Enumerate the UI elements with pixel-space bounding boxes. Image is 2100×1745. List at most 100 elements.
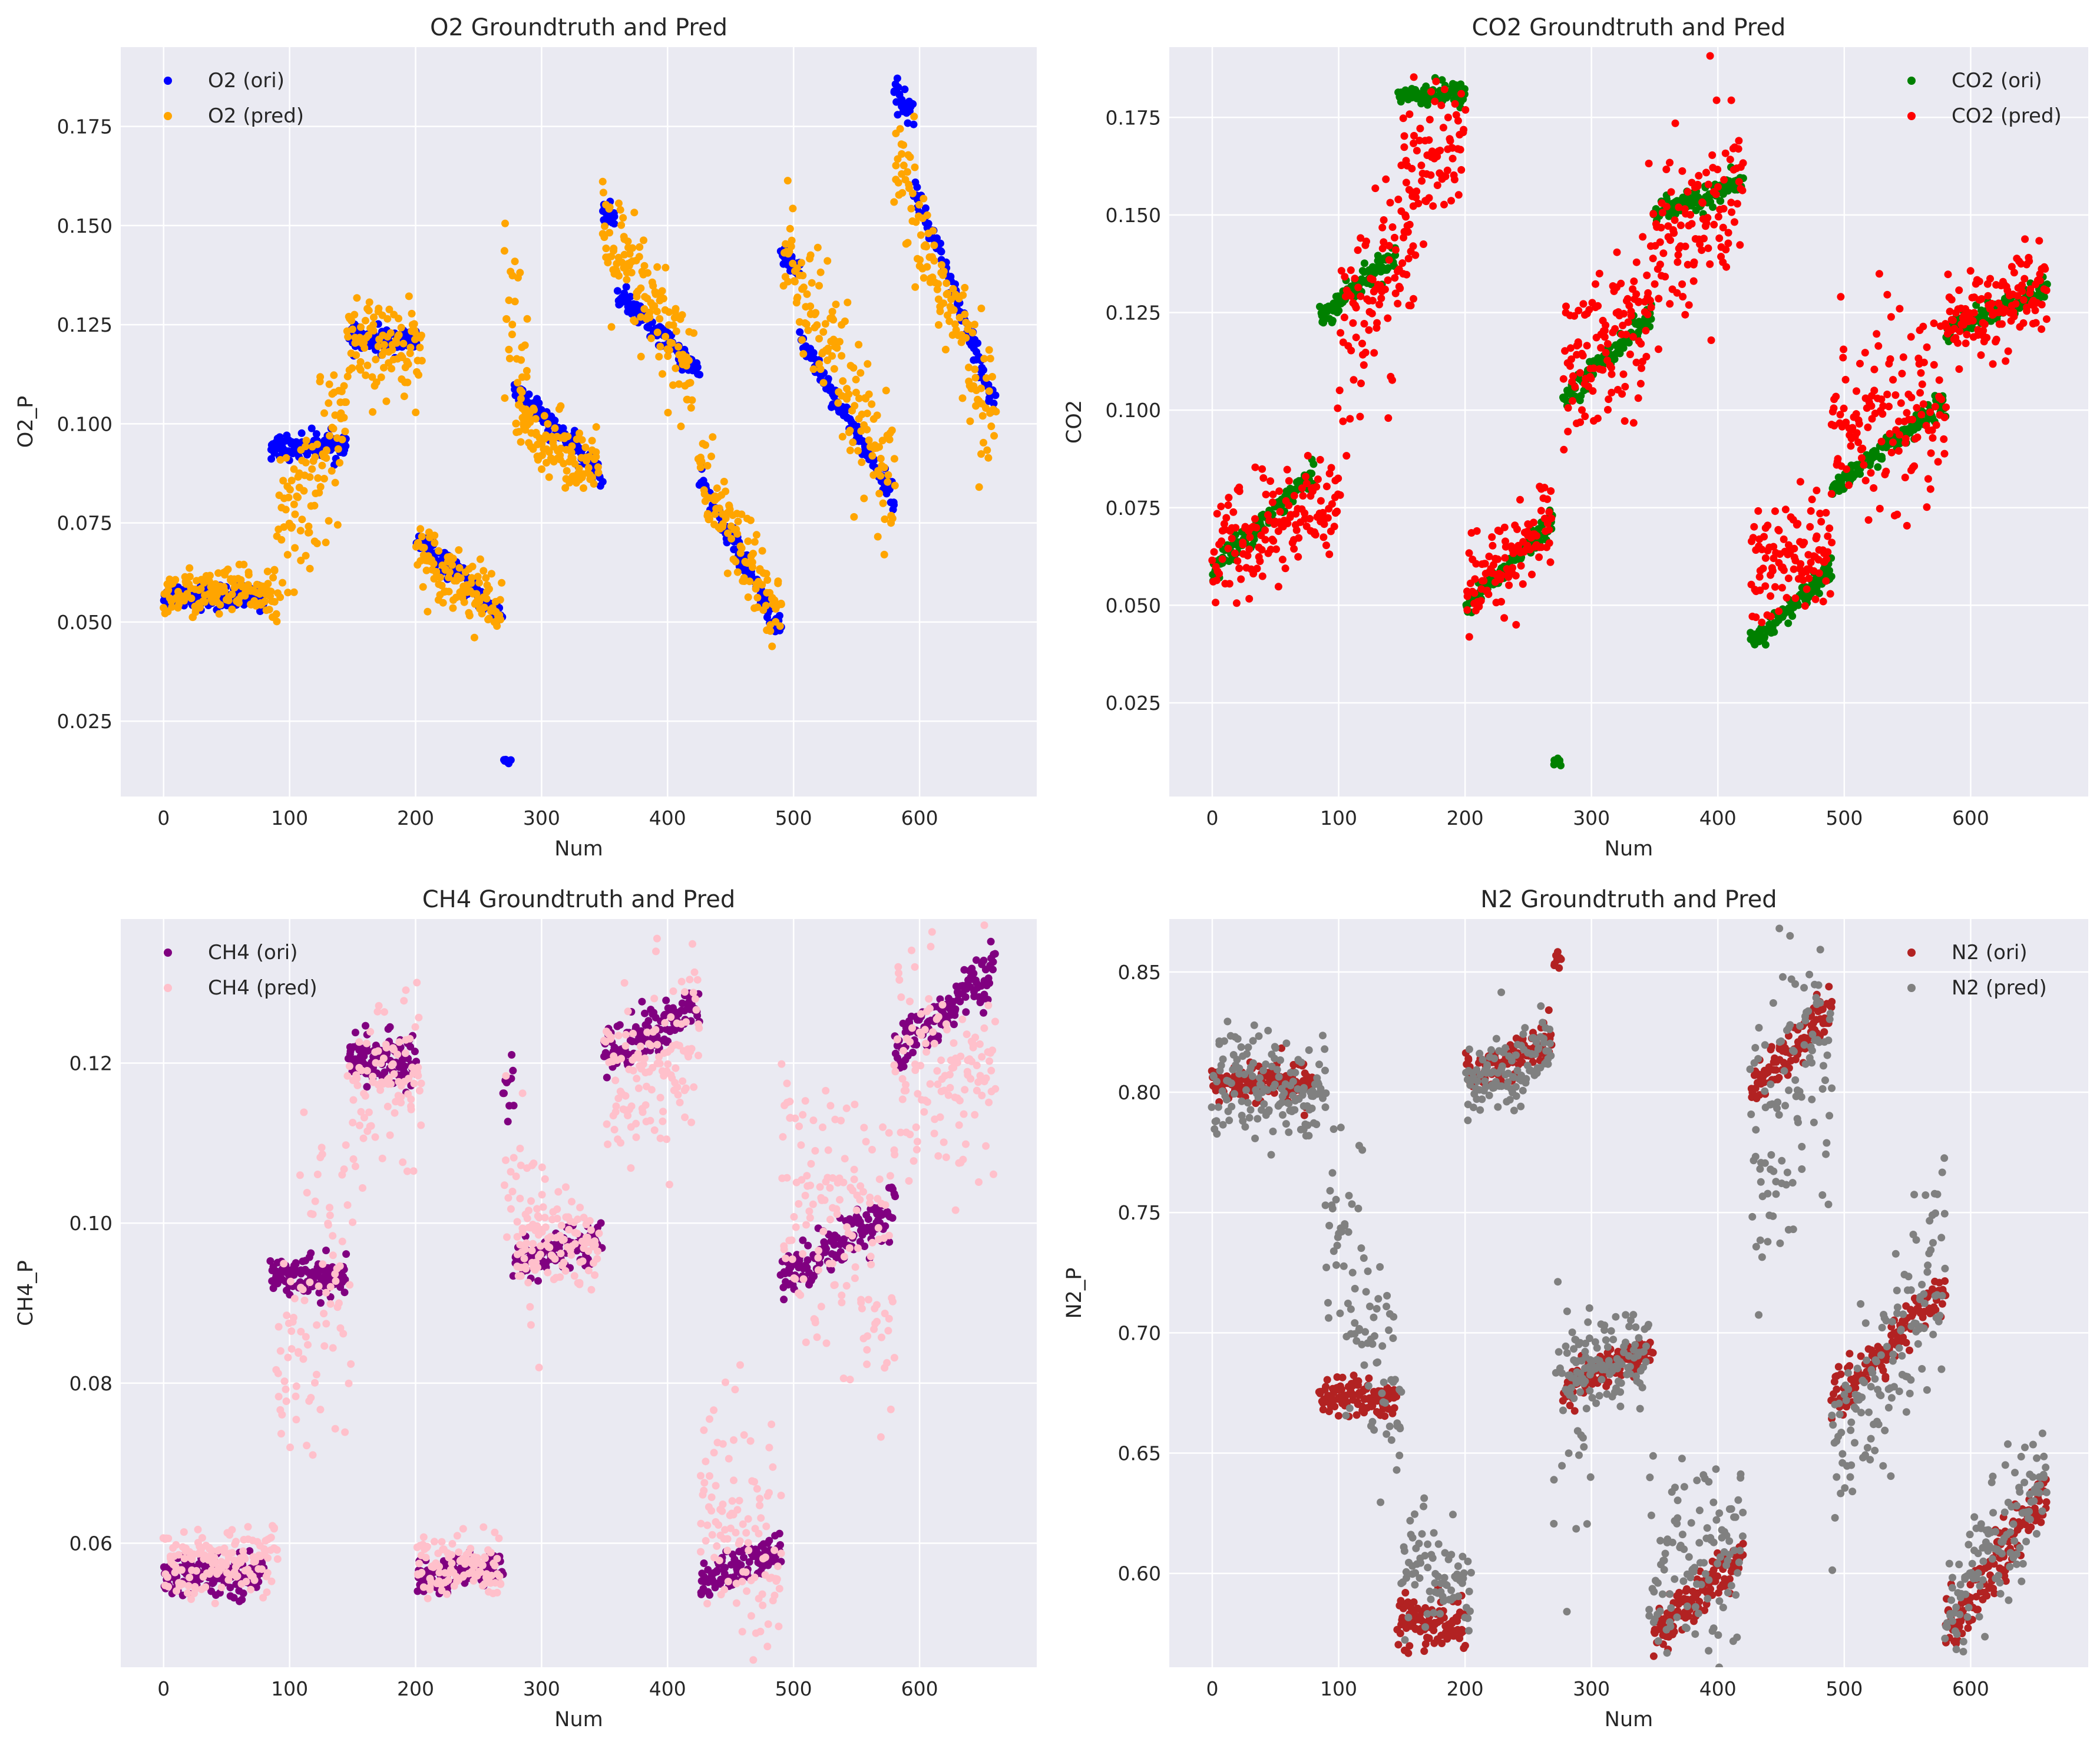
data-point (363, 361, 372, 369)
data-point (749, 550, 757, 558)
data-point (669, 381, 677, 389)
data-point (1916, 389, 1924, 397)
data-point (971, 365, 979, 374)
data-point (878, 437, 887, 445)
data-point (1371, 184, 1380, 193)
data-point (292, 1260, 300, 1268)
data-point (197, 584, 205, 593)
data-point (985, 346, 993, 354)
x-tick-label: 500 (775, 807, 812, 829)
data-point (1771, 583, 1779, 591)
data-point (1452, 111, 1460, 119)
data-point (1422, 82, 1430, 90)
data-point (930, 241, 938, 249)
data-point (171, 576, 180, 584)
data-point (1232, 599, 1241, 607)
data-point (530, 406, 538, 414)
data-point (418, 356, 426, 365)
data-point (1629, 333, 1637, 341)
data-point (1590, 364, 1598, 372)
data-point (314, 474, 322, 482)
y-tick-label: 0.100 (1106, 399, 1161, 422)
data-point (984, 454, 993, 462)
data-point (1903, 521, 1911, 530)
data-point (460, 598, 468, 606)
data-point (342, 398, 350, 406)
data-point (677, 422, 685, 431)
data-point (1989, 360, 1997, 368)
data-point (688, 396, 696, 404)
data-point (984, 381, 993, 389)
data-point (832, 300, 840, 309)
data-point (501, 219, 509, 227)
data-point (1328, 316, 1337, 325)
data-point (1980, 320, 1989, 328)
data-point (1823, 555, 1831, 563)
data-point (1860, 461, 1868, 469)
data-point (1454, 117, 1462, 125)
data-point (352, 351, 361, 359)
data-point (563, 467, 571, 475)
data-point (1337, 267, 1345, 275)
data-point (877, 455, 885, 462)
data-point (1284, 519, 1292, 527)
data-point (1895, 417, 1903, 425)
data-point (1432, 77, 1440, 85)
data-point (656, 315, 664, 323)
data-point (449, 554, 457, 563)
data-point (1416, 124, 1424, 133)
data-point (1233, 557, 1242, 565)
data-point (1380, 216, 1388, 224)
data-point (929, 227, 937, 235)
data-point (240, 560, 248, 569)
data-point (1875, 270, 1883, 278)
y-tick-label: 0.075 (1106, 497, 1161, 520)
data-point (545, 473, 553, 481)
data-point (1918, 380, 1926, 388)
y-tick-label: 0.050 (57, 611, 113, 634)
data-point (291, 544, 299, 552)
data-point (1624, 318, 1632, 326)
data-point (1639, 233, 1647, 241)
data-point (1739, 159, 1747, 167)
data-point (1920, 358, 1928, 366)
data-point (1719, 223, 1727, 232)
data-point (397, 323, 405, 332)
data-point (343, 372, 352, 381)
data-point (360, 1052, 368, 1060)
data-point (1357, 379, 1365, 388)
data-point (1889, 438, 1897, 447)
data-point (850, 513, 858, 521)
data-point (812, 309, 820, 317)
data-point (1901, 474, 1909, 481)
data-point (798, 336, 806, 344)
data-point (893, 74, 901, 82)
data-point (892, 161, 900, 170)
data-point (479, 567, 488, 575)
data-point (1370, 349, 1378, 357)
data-point (1813, 487, 1821, 494)
data-point (1569, 372, 1577, 380)
data-point (1324, 514, 1332, 522)
data-point (285, 494, 293, 501)
data-point (1264, 511, 1272, 519)
data-point (885, 435, 894, 444)
data-point (1932, 421, 1940, 429)
data-point (1853, 429, 1861, 437)
data-point (216, 601, 224, 609)
data-point (522, 366, 531, 375)
data-point (1448, 154, 1457, 163)
data-point (1934, 458, 1942, 466)
data-point (1444, 113, 1452, 121)
data-point (1607, 363, 1615, 372)
data-point (1874, 342, 1883, 350)
x-axis-label: Num (554, 837, 603, 861)
data-point (1940, 435, 1948, 443)
data-point (917, 231, 925, 239)
data-point (1252, 524, 1261, 532)
data-point (1378, 223, 1387, 232)
data-point (1625, 302, 1633, 310)
data-point (1830, 404, 1838, 412)
legend-marker (164, 77, 172, 85)
data-point (326, 432, 334, 440)
